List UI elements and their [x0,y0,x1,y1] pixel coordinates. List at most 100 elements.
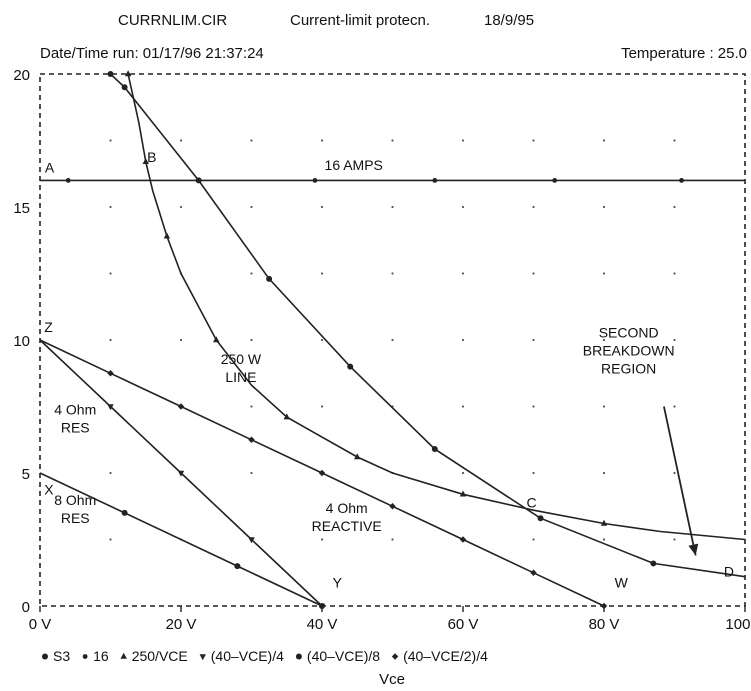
x-axis-label: Vce [379,671,405,688]
series-4 [39,472,325,609]
labels-layer: A B C D Z X Y W 16 AMPS 250 W LINE 4 Ohm RES 8 Ohm RES… [44,149,734,591]
grid-dot [320,139,324,142]
header-circuit: Current-limit protecn. [290,12,430,29]
legend-marker-1 [82,654,88,659]
grid-dot [250,139,253,142]
series-2-point [142,157,149,165]
y-tick-label: 20 [13,67,30,84]
series-5-point [107,370,114,377]
grid-dot [532,272,535,275]
annotation-1-line: 250 W [221,351,262,367]
annotation-3-line: RES [61,510,90,526]
grid-dot [250,405,253,408]
annotation-5-line: BREAKDOWN [583,342,675,358]
annotation-4-line: 4 Ohm [326,500,368,516]
annotation-5: SECOND BREAKDOWN REGION [583,324,675,376]
grid-dot [461,272,465,275]
grid-dot [673,205,676,209]
grid-dot [602,205,606,209]
grid-dot [602,471,606,475]
grid-dot [320,205,324,209]
series-1-point [65,178,71,183]
grid-dot [532,405,535,408]
grid-dot [250,272,253,275]
point-label-w: W [615,574,629,590]
annotation-1: 250 W LINE [221,351,262,385]
grid-dot [109,205,112,209]
grid-dot [532,538,535,541]
series-5-point [459,536,467,543]
series-0-point [347,363,354,370]
point-label-c: C [526,495,536,511]
legend-label-4: (40–VCE)/8 [307,648,380,664]
legend-label-1: 16 [93,648,109,664]
annotation-1-line: LINE [225,369,256,385]
series-1-point [196,178,202,183]
grid-dot [391,338,394,342]
legend-label-5: (40–VCE/2)/4 [403,648,488,664]
annotation-2: 4 Ohm RES [54,401,96,435]
annotation-3: 8 Ohm RES [54,492,96,526]
series-line-2 [127,73,746,541]
series-0-point [537,515,544,522]
grid-dot [673,272,676,275]
series-2-point [354,453,361,460]
grid-dot [532,338,535,342]
x-tick-label: 20 V [166,616,197,633]
series-3 [39,339,326,610]
header-run-time: Date/Time run: 01/17/96 21:37:24 [40,45,264,62]
series-0-point [107,71,114,77]
grid-dot [461,338,465,342]
arrow-head [688,543,699,556]
legend-marker-0 [42,653,48,660]
y-tick-label: 10 [13,333,30,350]
grid-dot [602,538,606,541]
series-2-point [163,232,171,239]
ticks-layer: 0 V 20 V 40 V 60 V 80 V 100 V 0 5 10 15 20 [13,67,751,633]
legend-marker-5 [391,653,399,660]
legend-label-0: S3 [53,648,70,664]
grid-dot [673,139,676,142]
series-3-point [107,404,114,411]
x-tick-label: 60 V [448,616,479,633]
grid-dot [673,405,676,408]
series-4-point [234,563,241,570]
arrow-0 [663,406,699,556]
series-2-point [124,70,132,77]
annotation-0: 16 AMPS [325,157,383,173]
annotation-2-line: 4 Ohm [54,401,96,417]
grid-dot [673,338,676,342]
grid-dot [250,205,253,209]
grid-dot [320,272,324,275]
x-tick-label: 0 V [29,616,52,633]
grid-dot [602,272,606,275]
grid-dot [391,205,394,209]
y-tick-label: 5 [22,466,30,483]
legend-marker-3 [199,654,206,661]
y-tick-label: 0 [22,599,30,616]
grid-dot [109,538,112,541]
grid-dot [532,205,535,209]
grid-dot [320,538,324,541]
point-label-a: A [45,159,55,175]
series-1-point [679,178,684,183]
grid-dot [461,405,465,408]
series-1-point [552,178,558,183]
grid-dot [673,471,676,475]
grid-dot [109,272,112,275]
series-0-point [431,446,438,453]
grid-dot [109,139,112,142]
point-label-x: X [44,481,54,497]
grid-dot [179,205,183,209]
grid-dots [109,139,676,541]
grid-dot [602,338,606,342]
point-label-d: D [724,564,734,580]
grid-dot [179,338,183,342]
series-0-point [121,84,128,91]
header-temperature: Temperature : 25.0 [621,45,747,62]
annotation-2-line: RES [61,419,90,435]
grid-dot [320,405,324,408]
grid-dot [602,139,606,142]
x-tick-label: 80 V [589,616,620,633]
